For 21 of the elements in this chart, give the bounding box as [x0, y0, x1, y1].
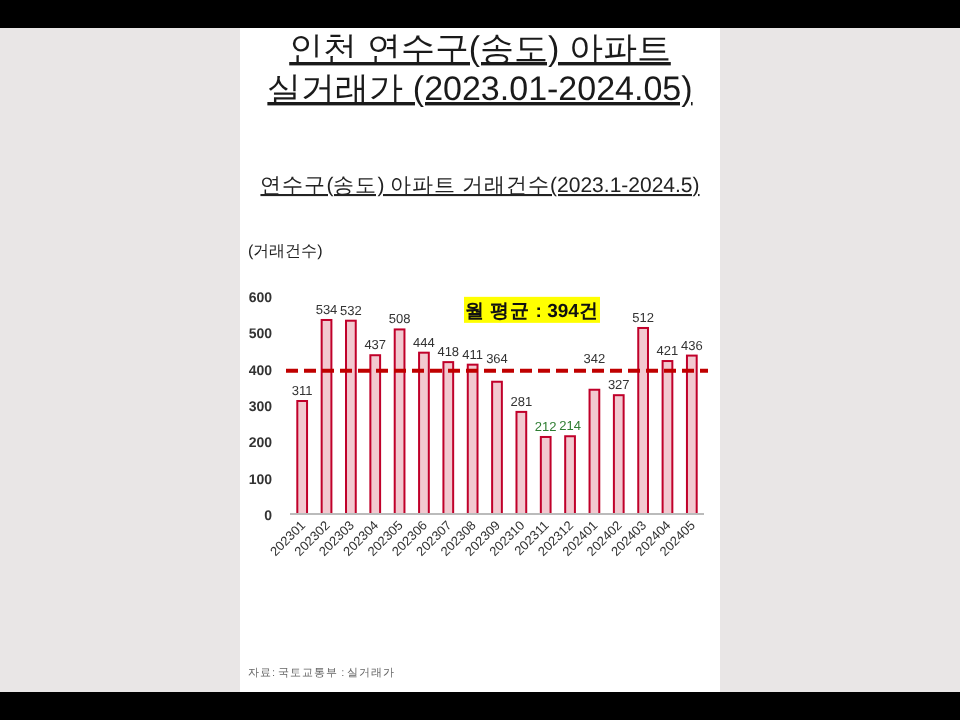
- bar: [612, 394, 625, 515]
- bar: [369, 354, 382, 515]
- bar: [515, 410, 528, 515]
- chart-title: 인천 연수구(송도) 아파트 실거래가 (2023.01-2024.05): [267, 30, 693, 108]
- ref-line-label: 월 평균 : 394건: [465, 300, 599, 323]
- y-axis-title: (거래건수): [248, 242, 324, 260]
- bar: [661, 360, 674, 515]
- chart-subtitle: 연수구(송도) 아파트 거래건수(2023.1-2024.5): [260, 174, 700, 198]
- bar: [320, 318, 333, 515]
- bar: [637, 326, 649, 515]
- bar: [418, 351, 430, 515]
- bar: [588, 388, 601, 515]
- bar: [466, 363, 479, 515]
- bar: [393, 328, 406, 515]
- bar: [296, 400, 309, 515]
- bar: [564, 435, 576, 515]
- bar: [539, 435, 552, 515]
- bar: [442, 361, 455, 515]
- bar: [685, 354, 698, 515]
- bar: [491, 380, 503, 515]
- bar: [345, 319, 357, 515]
